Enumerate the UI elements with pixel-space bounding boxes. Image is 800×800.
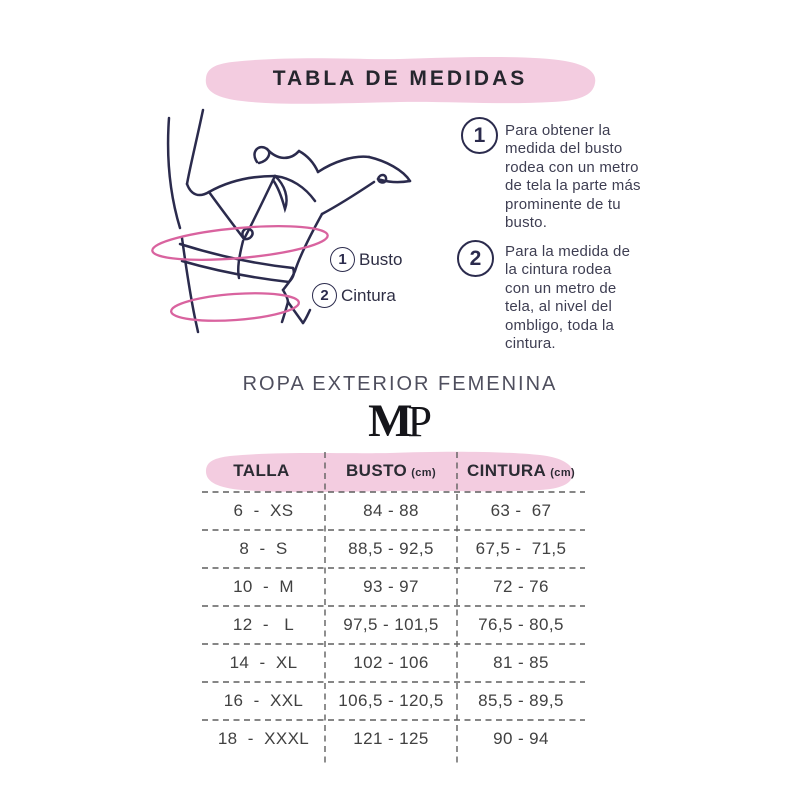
instruction-1-text: Para obtener la medida del busto rodea c…: [505, 122, 641, 232]
page-title: TABLA DE MEDIDAS: [272, 67, 528, 90]
waist-cell: 63 - 67: [490, 501, 552, 520]
waist-cell: 85,5 - 89,5: [478, 691, 564, 710]
instruction-1-number-badge: 1: [461, 117, 498, 154]
table-row: 6 - XS 84 - 88 63 - 67: [202, 492, 585, 530]
brand-logo: MP: [0, 397, 800, 456]
bust-cell: 121 - 125: [353, 729, 429, 748]
header-unit: (cm): [411, 467, 437, 479]
title-banner: TABLA DE MEDIDAS: [200, 53, 600, 105]
measurement-illustration: [151, 108, 412, 334]
size-table: TALLA BUSTO (cm) CINTURA (cm) 6 - XS 84 - …: [202, 450, 585, 768]
table-row: 10 - M 93 - 97 72 - 76: [202, 568, 585, 606]
column-header-talla: TALLA: [202, 450, 325, 492]
waist-label-text: Cintura: [341, 285, 396, 305]
header-unit: (cm): [550, 467, 576, 479]
body-line-art: [166, 108, 412, 334]
section-title: ROPA EXTERIOR FEMENINA: [242, 373, 558, 395]
waist-cell: 90 - 94: [493, 729, 549, 748]
bust-measure-ellipse: [151, 225, 329, 261]
size-cell: 14 - XL: [229, 653, 298, 672]
waist-cell: 67,5 - 71,5: [475, 539, 567, 558]
header-label: BUSTO: [345, 461, 408, 480]
instruction-2-text: Para la medida de la cintura rodea con u…: [505, 243, 631, 353]
waist-measure-ellipse: [169, 292, 301, 322]
header-blob-background: [205, 451, 574, 492]
bust-cell: 93 - 97: [363, 577, 419, 596]
bust-cell: 97,5 - 101,5: [343, 615, 439, 634]
header-label: TALLA: [233, 461, 290, 480]
waist-number-badge: 2: [312, 283, 337, 308]
bust-label-text: Busto: [359, 249, 403, 269]
brand-logo-m: M: [368, 395, 413, 447]
table-row: 18 - XXXL 121 - 125 90 - 94: [202, 720, 585, 758]
column-header-busto: BUSTO (cm): [325, 450, 457, 492]
table-row: 16 - XXL 106,5 - 120,5 85,5 - 89,5: [202, 682, 585, 720]
bust-cell: 84 - 88: [363, 501, 419, 520]
bust-cell: 106,5 - 120,5: [338, 691, 444, 710]
size-cell: 18 - XXXL: [217, 729, 310, 748]
brand-logo-p: P: [407, 397, 432, 446]
waist-cell: 72 - 76: [493, 577, 549, 596]
size-table-header: TALLA BUSTO (cm) CINTURA (cm): [202, 450, 585, 492]
measure-ellipses: [151, 225, 329, 322]
header-label: CINTURA: [466, 461, 547, 480]
size-cell: 8 - S: [239, 539, 288, 558]
bust-label: 1 Busto: [330, 247, 402, 272]
waist-cell: 81 - 85: [493, 653, 549, 672]
table-row: 12 - L 97,5 - 101,5 76,5 - 80,5: [202, 606, 585, 644]
column-header-cintura: CINTURA (cm): [457, 450, 585, 492]
title-blob-background: [205, 57, 596, 104]
size-cell: 12 - L: [232, 615, 295, 634]
table-row: 8 - S 88,5 - 92,5 67,5 - 71,5: [202, 530, 585, 568]
waist-label: 2 Cintura: [312, 283, 396, 308]
waist-cell: 76,5 - 80,5: [478, 615, 564, 634]
bust-number-badge: 1: [330, 247, 355, 272]
table-row: 14 - XL 102 - 106 81 - 85: [202, 644, 585, 682]
bust-cell: 88,5 - 92,5: [348, 539, 434, 558]
instruction-2-number-badge: 2: [457, 240, 494, 277]
bust-cell: 102 - 106: [353, 653, 429, 672]
size-cell: 16 - XXL: [223, 691, 304, 710]
size-cell: 6 - XS: [233, 501, 294, 520]
size-cell: 10 - M: [233, 577, 294, 596]
